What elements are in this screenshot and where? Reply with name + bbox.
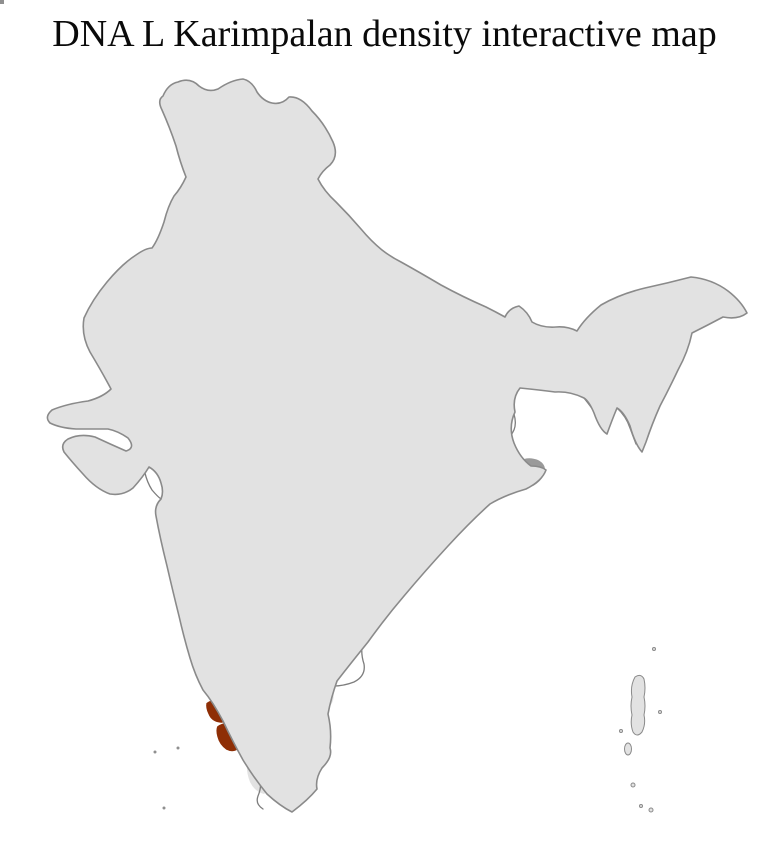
islet (176, 746, 180, 750)
andaman-nicobar-islands (619, 647, 662, 813)
islet (658, 710, 662, 714)
islet (652, 647, 656, 651)
islet (630, 782, 636, 788)
islet (639, 804, 643, 808)
map-title: DNA L Karimpalan density interactive map (52, 13, 717, 55)
lakshadweep-islands (153, 746, 180, 810)
island (630, 674, 646, 736)
islet (648, 807, 654, 813)
islet (619, 729, 623, 733)
islet (153, 750, 157, 754)
top-left-artifact (0, 0, 4, 4)
islet (162, 806, 166, 810)
island (624, 742, 632, 756)
